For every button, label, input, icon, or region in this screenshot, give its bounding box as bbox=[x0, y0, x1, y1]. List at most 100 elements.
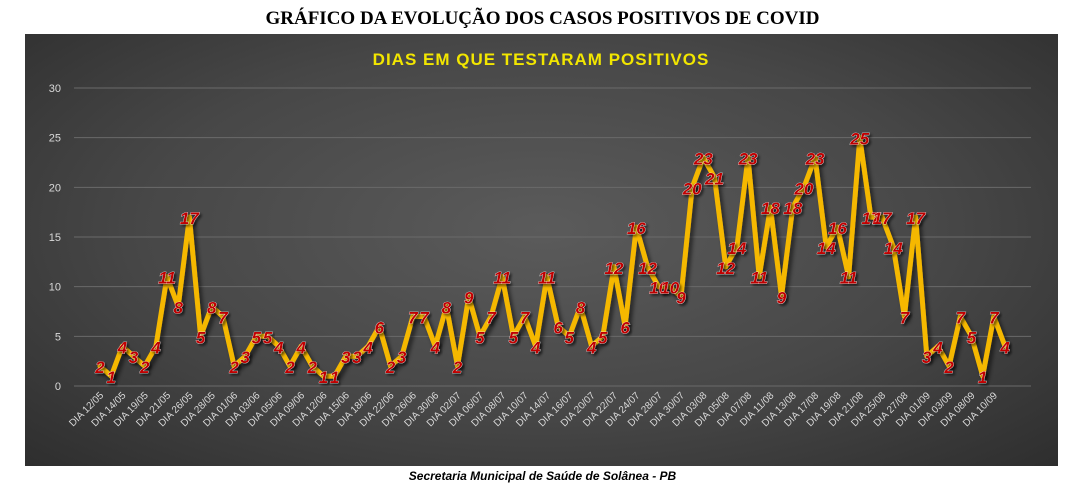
data-label: 25 bbox=[849, 130, 869, 149]
data-label: 3 bbox=[129, 348, 139, 367]
data-label: 9 bbox=[464, 289, 474, 308]
data-label: 3 bbox=[352, 348, 362, 367]
data-point bbox=[723, 264, 729, 270]
line-chart: DIAS EM QUE TESTARAM POSITIVOS 051015202… bbox=[49, 50, 1031, 429]
data-point bbox=[332, 373, 338, 379]
data-label: 17 bbox=[861, 209, 881, 228]
data-point bbox=[544, 274, 550, 280]
data-point bbox=[510, 333, 516, 339]
data-point bbox=[119, 343, 125, 349]
data-label: 11 bbox=[158, 269, 176, 288]
data-point bbox=[399, 353, 405, 359]
data-point bbox=[443, 304, 449, 310]
data-point bbox=[678, 294, 684, 300]
y-tick-label: 20 bbox=[49, 182, 61, 194]
data-label: 6 bbox=[553, 318, 563, 337]
data-point bbox=[577, 304, 583, 310]
data-point bbox=[957, 313, 963, 319]
data-point bbox=[890, 244, 896, 250]
y-tick-label: 10 bbox=[49, 282, 61, 294]
data-point bbox=[600, 333, 606, 339]
data-label: 11 bbox=[840, 269, 858, 288]
data-point bbox=[823, 244, 829, 250]
data-point bbox=[376, 323, 382, 329]
y-axis: 0 5 10 15 20 25 30 bbox=[49, 83, 61, 393]
data-label: 17 bbox=[180, 209, 200, 228]
data-label: 7 bbox=[956, 308, 967, 327]
data-label: 8 bbox=[207, 299, 217, 318]
data-point bbox=[220, 313, 226, 319]
data-point bbox=[320, 373, 326, 379]
data-label: 10 bbox=[649, 279, 668, 298]
data-point bbox=[622, 323, 628, 329]
y-tick-label: 25 bbox=[49, 133, 61, 145]
data-point bbox=[421, 313, 427, 319]
data-point bbox=[533, 343, 539, 349]
data-label: 5 bbox=[196, 328, 206, 347]
data-label: 3 bbox=[341, 348, 351, 367]
data-label: 2 bbox=[94, 358, 105, 377]
grid-lines bbox=[74, 87, 1031, 387]
footer-credit: Secretaria Municipal de Saúde de Solânea… bbox=[408, 469, 677, 483]
chart-panel: DIAS EM QUE TESTARAM POSITIVOS 0 5 10 15 20 2… bbox=[25, 34, 1058, 466]
data-label: 4 bbox=[362, 338, 373, 357]
data-label: 3 bbox=[241, 348, 251, 367]
data-point bbox=[924, 353, 930, 359]
data-label: 5 bbox=[263, 328, 273, 347]
data-point bbox=[410, 313, 416, 319]
data-label: 14 bbox=[727, 239, 746, 258]
data-label: 2 bbox=[139, 358, 150, 377]
data-label: 16 bbox=[828, 219, 847, 238]
data-label: 5 bbox=[252, 328, 262, 347]
data-point bbox=[522, 313, 528, 319]
data-label: 7 bbox=[900, 308, 911, 327]
data-label: 7 bbox=[989, 308, 1000, 327]
data-label: 7 bbox=[218, 308, 229, 327]
data-point bbox=[946, 363, 952, 369]
data-label: 5 bbox=[967, 328, 977, 347]
page-title: GRÁFICO DA EVOLUÇÃO DOS CASOS POSITIVOS … bbox=[265, 8, 820, 29]
data-point bbox=[175, 304, 181, 310]
data-label: 3 bbox=[922, 348, 932, 367]
data-point bbox=[667, 284, 673, 290]
data-label: 5 bbox=[565, 328, 575, 347]
data-point bbox=[857, 135, 863, 141]
data-label: 12 bbox=[716, 259, 735, 278]
data-label: 7 bbox=[419, 308, 430, 327]
data-point bbox=[589, 343, 595, 349]
data-label: 4 bbox=[117, 338, 128, 357]
data-point bbox=[164, 274, 170, 280]
data-point bbox=[455, 363, 461, 369]
data-point bbox=[991, 313, 997, 319]
data-point bbox=[767, 204, 773, 210]
data-point bbox=[745, 155, 751, 161]
data-label: 1 bbox=[106, 368, 115, 387]
data-point bbox=[812, 155, 818, 161]
data-label: 11 bbox=[493, 269, 511, 288]
data-point bbox=[644, 264, 650, 270]
data-point bbox=[477, 333, 483, 339]
data-point bbox=[108, 373, 114, 379]
data-point bbox=[387, 363, 393, 369]
data-point bbox=[756, 274, 762, 280]
data-label: 8 bbox=[442, 299, 452, 318]
data-point bbox=[131, 353, 137, 359]
data-point bbox=[97, 363, 103, 369]
data-point bbox=[566, 333, 572, 339]
data-label: 18 bbox=[761, 199, 780, 218]
data-label: 4 bbox=[295, 338, 306, 357]
data-point bbox=[734, 244, 740, 250]
data-label: 2 bbox=[385, 358, 396, 377]
data-point bbox=[354, 353, 360, 359]
data-label: 20 bbox=[682, 179, 702, 198]
data-point bbox=[779, 294, 785, 300]
data-label: 14 bbox=[817, 239, 836, 258]
data-point bbox=[343, 353, 349, 359]
data-point bbox=[656, 284, 662, 290]
data-point bbox=[901, 313, 907, 319]
y-tick-label: 5 bbox=[55, 331, 61, 343]
data-label: 4 bbox=[150, 338, 161, 357]
data-point bbox=[488, 313, 494, 319]
data-label: 4 bbox=[530, 338, 541, 357]
data-label: 2 bbox=[943, 358, 954, 377]
